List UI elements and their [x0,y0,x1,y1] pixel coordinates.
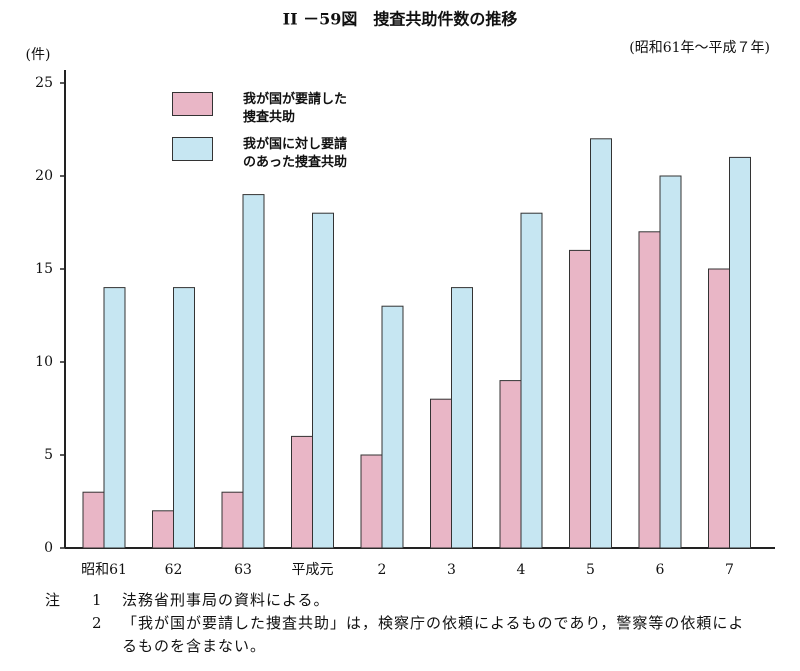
x-tick-label: 6 [656,562,665,578]
bar [499,380,522,549]
legend-label: 我が国が要請した捜査共助 [243,92,348,125]
bar [173,287,195,549]
bar [152,510,174,549]
legend-swatch [172,92,213,116]
bar [381,305,404,549]
bar [659,175,682,549]
bar [242,194,265,549]
y-tick-label: 20 [35,168,53,184]
bar [708,268,730,549]
x-tick-label: 4 [517,562,526,578]
y-tick-label: 0 [44,540,53,556]
x-tick-label: 5 [586,562,595,578]
note-text: 「我が国が要請した捜査共助」は，検察庁の依頼によるものであり，警察等の依頼による… [122,614,745,655]
bar [520,212,543,549]
bar [312,212,334,549]
x-tick-label: 63 [234,562,252,578]
bar [360,454,383,549]
bar [729,156,751,549]
chart-subtitle: (昭和61年～平成７年) [629,40,770,56]
legend-swatch [172,137,213,161]
bar [451,287,473,549]
bar [430,398,452,549]
x-tick-label: 3 [447,562,456,578]
x-tick-label: 昭和61 [81,562,127,578]
note-label: 注 [45,591,62,609]
bar [291,435,313,549]
legend-label: 我が国に対し要請のあった捜査共助 [243,137,348,170]
y-tick-label: 25 [35,75,53,91]
bar [103,287,126,549]
legend: 我が国に対し要請のあった捜査共助 [243,136,350,171]
y-axis-label: (件) [26,47,51,63]
chart-title: II －59図 捜査共助件数の推移 [283,10,518,29]
x-tick-label: 2 [378,562,387,578]
bar [638,231,661,549]
x-tick-label: 平成元 [292,562,334,578]
note-number: 2 [92,614,103,632]
bar [569,249,591,549]
bar [590,138,612,549]
note-number: 1 [92,591,103,609]
x-tick-label: 62 [165,562,183,578]
bar [221,491,244,549]
y-tick-label: 5 [44,447,53,463]
x-tick-label: 7 [725,562,734,578]
note-text: 法務省刑事局の資料による。 [122,591,330,609]
y-tick-label: 10 [35,354,53,370]
y-tick-label: 15 [35,261,53,277]
bar [82,491,105,549]
